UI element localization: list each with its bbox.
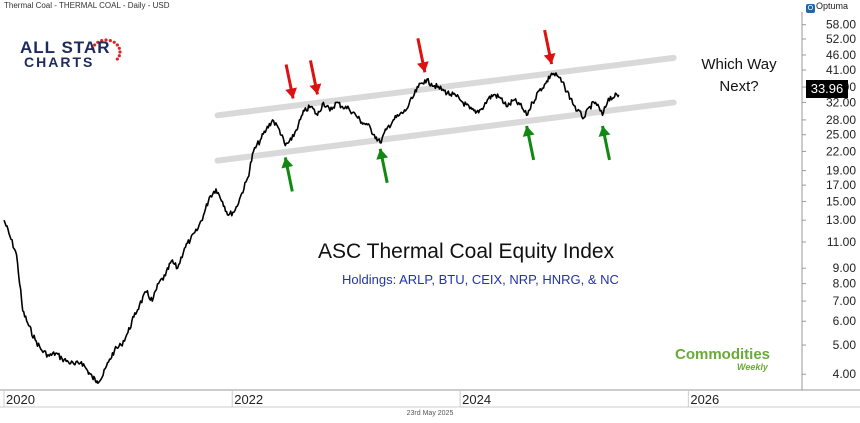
green-up-arrow-head — [522, 125, 535, 137]
channel-line-lower — [214, 99, 677, 164]
red-down-arrow-head — [543, 53, 556, 65]
green-up-arrow — [598, 125, 611, 161]
star-dot — [91, 46, 95, 50]
red-down-arrow — [284, 64, 297, 99]
all-star-charts-logo: ALL STAR CHARTS — [20, 38, 130, 78]
red-down-arrow — [416, 37, 429, 73]
y-tick-label: 5.00 — [833, 338, 857, 352]
logo-line2: CHARTS — [24, 54, 95, 70]
optuma-brand: O Optuma — [806, 1, 848, 13]
y-tick-label: 7.00 — [833, 294, 857, 308]
y-tick-label: 22.00 — [826, 144, 856, 158]
star-dot — [117, 46, 121, 50]
commodities-word: Commodities — [675, 346, 771, 363]
green-up-arrow-head — [281, 157, 294, 169]
y-tick-label: 6.00 — [833, 314, 857, 328]
y-tick-label: 32.00 — [826, 95, 856, 109]
star-dot — [118, 50, 122, 54]
y-tick-label: 52.00 — [826, 32, 856, 46]
brand-name: Optuma — [816, 1, 849, 11]
star-dot — [115, 57, 119, 61]
x-tick-label: 2022 — [234, 392, 263, 407]
chart-title: ASC Thermal Coal Equity Index — [318, 240, 615, 263]
red-down-arrow-head — [416, 61, 429, 73]
star-ring-icon — [91, 38, 122, 61]
footer-date: 23rd May 2025 — [406, 410, 454, 417]
y-tick-label: 58.00 — [826, 18, 856, 32]
last-price-badge: 33.96 — [806, 80, 848, 98]
chart-subtitle: Holdings: ARLP, BTU, CEIX, NRP, HNRG, & … — [342, 272, 619, 287]
x-tick-label: 2026 — [690, 392, 719, 407]
x-tick-label: 2024 — [462, 392, 491, 407]
star-dot — [93, 43, 97, 47]
chart-header: Thermal Coal - THERMAL COAL - Daily - US… — [4, 1, 170, 10]
y-tick-label: 41.00 — [826, 63, 856, 77]
star-dot — [100, 38, 104, 43]
star-dot — [117, 54, 121, 58]
y-tick-label: 46.00 — [826, 48, 856, 62]
green-up-arrow — [376, 148, 389, 184]
star-dot — [96, 40, 100, 44]
red-down-arrow — [543, 29, 556, 65]
green-up-arrow — [281, 157, 294, 192]
y-tick-label: 19.00 — [826, 164, 856, 178]
y-tick-label: 4.00 — [833, 367, 857, 381]
commodities-weekly-logo: Commodities Weekly — [675, 346, 785, 372]
channel-line-upper — [214, 54, 677, 119]
y-tick-label: 17.00 — [826, 178, 856, 192]
y-tick-label: 13.00 — [826, 213, 856, 227]
green-up-arrow — [522, 125, 536, 161]
x-tick-label: 2020 — [6, 392, 35, 407]
star-dot — [104, 38, 108, 42]
red-down-arrow-head — [309, 83, 322, 95]
y-tick-label: 25.00 — [826, 128, 856, 142]
green-up-arrow-head — [598, 125, 611, 137]
y-tick-label: 9.00 — [833, 261, 857, 275]
price-series-line — [3, 72, 620, 385]
star-dot — [115, 43, 119, 47]
red-down-arrow — [308, 60, 322, 95]
star-dot — [108, 38, 112, 43]
red-down-arrow-head — [285, 87, 297, 99]
optuma-icon: O — [806, 4, 815, 13]
logo-line1: ALL STAR — [20, 38, 111, 57]
y-tick-label: 28.00 — [826, 113, 856, 127]
weekly-word: Weekly — [737, 362, 768, 372]
green-up-arrow-head — [376, 148, 389, 160]
star-dot — [112, 40, 116, 44]
y-tick-label: 8.00 — [833, 277, 857, 291]
y-tick-label: 15.00 — [826, 194, 856, 208]
which-way-annotation: Which Way Next? — [701, 56, 777, 95]
y-tick-label: 11.00 — [827, 235, 856, 249]
